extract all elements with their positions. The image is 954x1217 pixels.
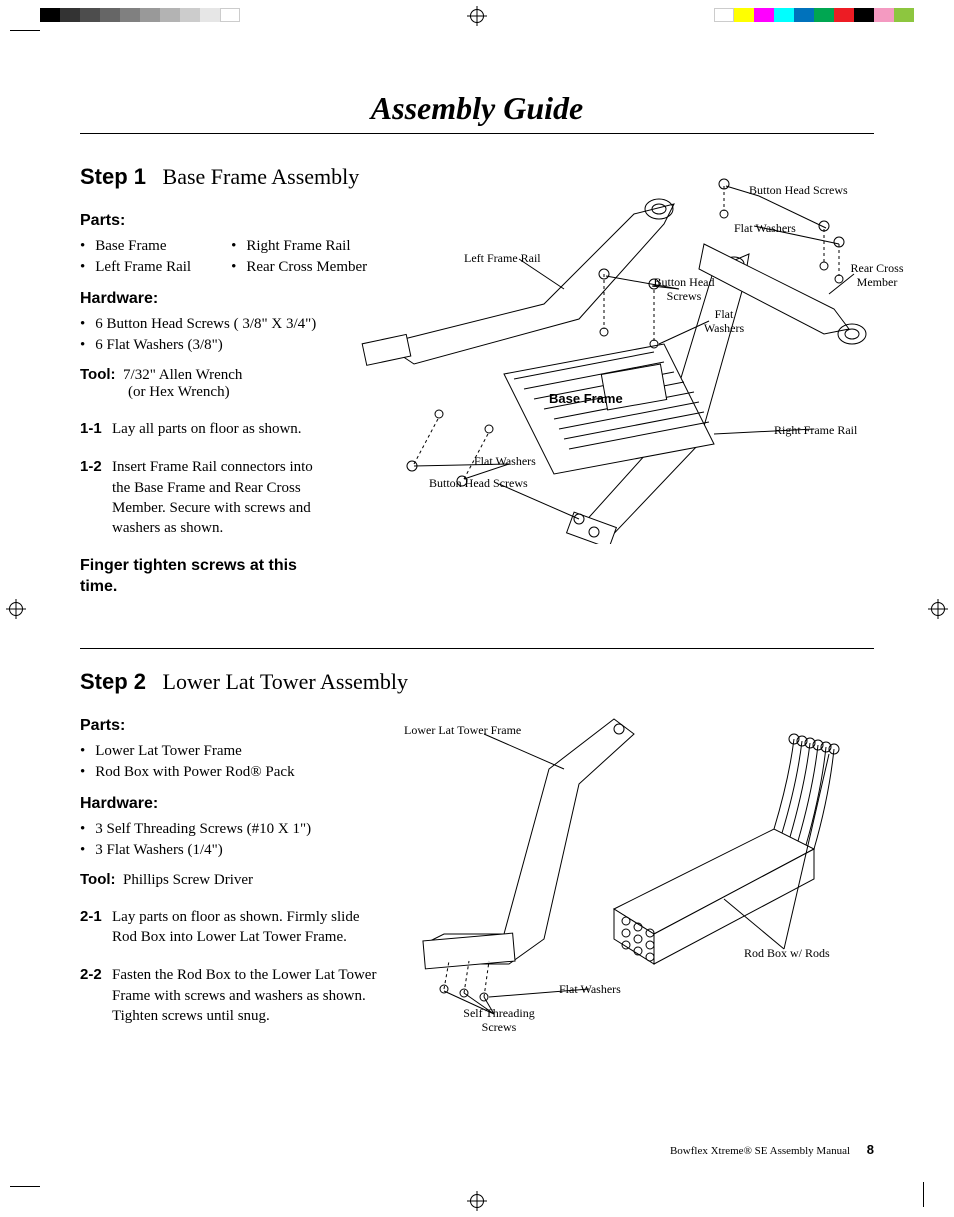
step-2-block: Step 2 Lower Lat Tower Assembly Parts: L… bbox=[80, 669, 874, 1026]
instruction-text: Lay all parts on floor as shown. bbox=[112, 419, 302, 439]
section-rule bbox=[80, 648, 874, 649]
callout-left-frame-rail: Left Frame Rail bbox=[464, 252, 541, 266]
registration-mark-bottom bbox=[470, 1194, 484, 1208]
instruction-number: 2-1 bbox=[80, 907, 112, 948]
page-content: Assembly Guide Step 1 Base Frame Assembl… bbox=[80, 60, 874, 1157]
callout-flat-washers: Flat Washers bbox=[559, 983, 621, 997]
instruction-number: 1-1 bbox=[80, 419, 112, 439]
step-2-title: Lower Lat Tower Assembly bbox=[163, 669, 409, 694]
tool-label: Tool: bbox=[80, 366, 116, 383]
callout-button-head-screws: Button Head Screws bbox=[429, 477, 528, 491]
page-title: Assembly Guide bbox=[80, 90, 874, 127]
instruction-text: Fasten the Rod Box to the Lower Lat Towe… bbox=[112, 965, 380, 1026]
tool-text: 7/32" Allen Wrench bbox=[123, 367, 242, 383]
tool-label: Tool: bbox=[80, 871, 116, 888]
crop-mark bbox=[923, 1182, 924, 1207]
step-1-diagram: Left Frame Rail Button Head Screws Flat … bbox=[354, 174, 894, 544]
step-2-heading: Step 2 Lower Lat Tower Assembly bbox=[80, 669, 874, 695]
registration-mark-top bbox=[470, 9, 484, 23]
registration-mark-left bbox=[9, 602, 23, 616]
step-1-title: Base Frame Assembly bbox=[163, 164, 360, 189]
step-1-block: Step 1 Base Frame Assembly Parts: Base F… bbox=[80, 164, 874, 598]
page-number: 8 bbox=[867, 1142, 874, 1157]
title-rule bbox=[80, 133, 874, 134]
callout-rod-box: Rod Box w/ Rods bbox=[744, 947, 830, 961]
callout-flat-washers: Flat Washers bbox=[734, 222, 796, 236]
step-1-instruction-1: 1-1 Lay all parts on floor as shown. bbox=[80, 419, 330, 439]
page-footer: Bowflex Xtreme® SE Assembly Manual 8 bbox=[670, 1142, 874, 1157]
tool-text: Phillips Screw Driver bbox=[123, 872, 253, 888]
step-1-parts-col2: Right Frame Rail Rear Cross Member bbox=[231, 236, 367, 278]
callout-button-head-screws: Button Head Screws bbox=[644, 276, 724, 304]
step-2-instruction-1: 2-1 Lay parts on floor as shown. Firmly … bbox=[80, 907, 380, 948]
callout-base-frame: Base Frame bbox=[549, 392, 623, 407]
instruction-number: 1-2 bbox=[80, 457, 112, 538]
callout-self-threading-screws: Self Threading Screws bbox=[454, 1007, 544, 1035]
crop-mark bbox=[10, 30, 40, 31]
step-2-diagram: Lower Lat Tower Frame Rod Box w/ Rods Fl… bbox=[394, 699, 854, 1029]
color-swatch-bar-left bbox=[40, 8, 240, 22]
crop-mark bbox=[10, 1186, 40, 1187]
step-1-instruction-2: 1-2 Insert Frame Rail connectors into th… bbox=[80, 457, 330, 538]
instruction-text: Lay parts on floor as shown. Firmly slid… bbox=[112, 907, 380, 948]
callout-flat-washers: Flat Washers bbox=[694, 308, 754, 336]
list-item: Base Frame bbox=[80, 236, 191, 257]
registration-mark-right bbox=[931, 602, 945, 616]
callout-button-head-screws: Button Head Screws bbox=[749, 184, 848, 198]
footer-text: Bowflex Xtreme® SE Assembly Manual bbox=[670, 1145, 850, 1157]
step-2-instruction-2: 2-2 Fasten the Rod Box to the Lower Lat … bbox=[80, 965, 380, 1026]
instruction-text: Insert Frame Rail connectors into the Ba… bbox=[112, 457, 330, 538]
instruction-number: 2-2 bbox=[80, 965, 112, 1026]
callout-right-frame-rail: Right Frame Rail bbox=[774, 424, 857, 438]
callout-lower-lat-tower-frame: Lower Lat Tower Frame bbox=[404, 724, 521, 738]
list-item: Left Frame Rail bbox=[80, 257, 191, 278]
list-item: Rear Cross Member bbox=[231, 257, 367, 278]
callout-flat-washers: Flat Washers bbox=[474, 455, 536, 469]
step-2-label: Step 2 bbox=[80, 669, 146, 694]
step-1-warning: Finger tighten screws at this time. bbox=[80, 556, 300, 598]
callout-rear-cross-member: Rear Cross Member bbox=[842, 262, 912, 290]
step-1-parts-col1: Base Frame Left Frame Rail bbox=[80, 236, 191, 278]
color-swatch-bar-right bbox=[714, 8, 914, 22]
step-1-label: Step 1 bbox=[80, 164, 146, 189]
list-item: Right Frame Rail bbox=[231, 236, 367, 257]
